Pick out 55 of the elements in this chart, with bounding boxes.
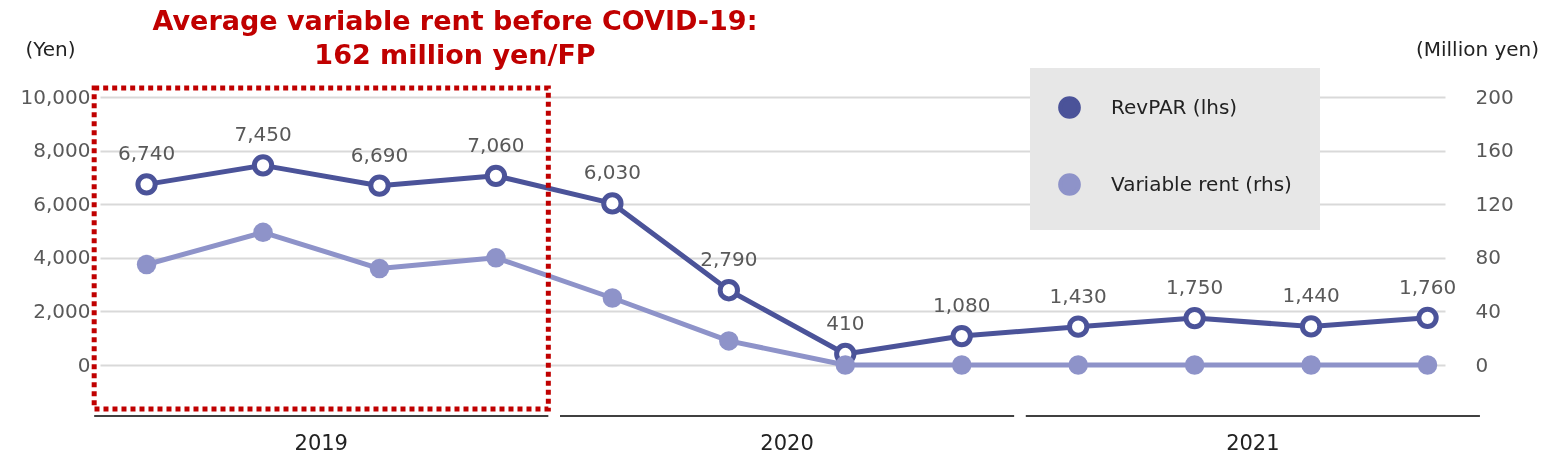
point — [1416, 306, 1439, 329]
data-label: 1,440 — [1282, 283, 1340, 308]
y-tick-label: 8,000 — [33, 138, 91, 163]
point — [136, 254, 157, 275]
y-axis-title: (Yen) — [25, 36, 76, 61]
data-label: 1,750 — [1166, 275, 1224, 300]
legend-label: Variable rent (rhs) — [1111, 171, 1292, 196]
point — [1301, 355, 1321, 375]
point — [1417, 355, 1438, 375]
point — [484, 164, 508, 187]
y2-tick-label: 0 — [1475, 352, 1489, 377]
data-label: 6,740 — [117, 141, 176, 166]
point — [601, 192, 624, 215]
point — [951, 355, 972, 375]
data-label: 410 — [826, 311, 865, 336]
y-tick-label: 10,000 — [20, 84, 91, 109]
y2-tick-label: 40 — [1475, 298, 1501, 323]
point — [1299, 315, 1323, 338]
y2-tick-label: 200 — [1475, 84, 1514, 109]
y2-tick-label: 80 — [1475, 245, 1501, 270]
data-label: 2,790 — [700, 247, 758, 272]
legend-label: RevPAR (lhs) — [1111, 94, 1238, 119]
data-label: 1,430 — [1049, 283, 1107, 308]
data-label: 7,450 — [234, 122, 292, 147]
point — [486, 248, 506, 268]
chart-title: Average variable rent before COVID-19: 162 million yen/FP — [151, 4, 759, 72]
y-tick-label: 6,000 — [33, 191, 91, 216]
point — [719, 331, 739, 351]
point — [1183, 306, 1206, 330]
point — [369, 258, 390, 279]
point — [251, 154, 275, 177]
y-tick-label: 4,000 — [33, 245, 91, 270]
point — [1068, 355, 1088, 375]
data-label: 7,060 — [467, 132, 525, 157]
point — [717, 279, 740, 302]
data-label: 1,760 — [1398, 274, 1457, 299]
y-tick-label: 2,000 — [33, 298, 91, 323]
point — [253, 222, 273, 243]
point — [1067, 315, 1090, 338]
text: 2021 — [1226, 431, 1280, 455]
point — [135, 173, 158, 196]
point — [950, 324, 973, 348]
data-label: 6,690 — [350, 142, 409, 167]
y2-axis-title: (Million yen) — [1415, 36, 1540, 61]
data-label: 6,030 — [583, 160, 642, 185]
point — [368, 174, 391, 197]
y2-tick-label: 120 — [1475, 191, 1514, 216]
point — [1184, 355, 1205, 375]
data-label: 1,080 — [933, 293, 991, 318]
y2-tick-label: 160 — [1475, 138, 1514, 163]
text: 2019 — [294, 431, 348, 455]
point — [602, 288, 623, 308]
y-tick-label: 0 — [77, 352, 91, 377]
point — [835, 355, 856, 375]
text: 2020 — [760, 431, 814, 455]
